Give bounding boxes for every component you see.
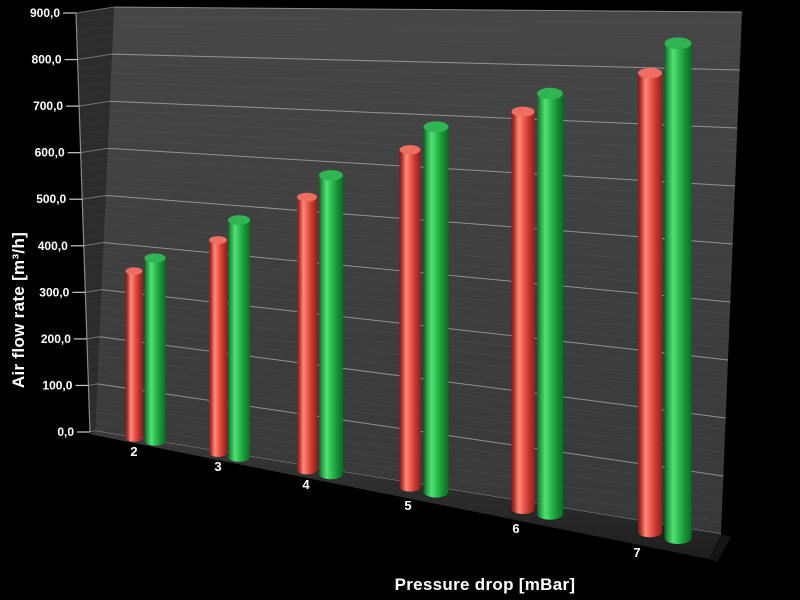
bar-green-6 (537, 87, 563, 520)
bar-green-4 (319, 170, 343, 480)
floor-right-cap (709, 534, 731, 562)
y-axis-line (75, 12, 91, 433)
bar-green-7 (664, 37, 692, 544)
y-tick-label: 400,0 (38, 239, 68, 253)
x-category-labels: 2 3 4 5 6 7 (130, 444, 640, 560)
bar-red-7 (638, 67, 662, 538)
bar-red-6 (511, 106, 535, 515)
x-axis-title: Pressure drop [mBar] (394, 575, 576, 594)
bar-red-5 (399, 145, 421, 492)
bar-red-4 (297, 192, 317, 475)
y-tick-label: 100,0 (42, 378, 72, 392)
y-axis-ticks: 0,0 100,0 200,0 300,0 400,0 500,0 600,0 700,0 80… (30, 6, 90, 439)
y-tick-label: 600,0 (35, 146, 65, 160)
y-axis-title: Air flow rate [m³/h] (9, 231, 28, 389)
floor (89, 431, 721, 559)
bar-red-2 (125, 267, 143, 442)
x-category-label: 5 (404, 498, 411, 513)
x-category-label: 2 (130, 444, 137, 459)
x-category-label: 6 (512, 521, 519, 536)
x-category-label: 3 (214, 459, 221, 474)
bar-green-5 (423, 121, 449, 498)
left-wall (76, 7, 114, 432)
y-tick-label: 200,0 (41, 332, 71, 346)
y-tick-label: 800,0 (32, 53, 62, 67)
bar-red-3 (209, 236, 227, 457)
y-tick-label: 700,0 (33, 99, 63, 113)
x-category-label: 4 (302, 477, 310, 492)
x-category-label: 7 (633, 545, 640, 560)
bar-green-3 (228, 215, 250, 462)
y-tick-label: 0,0 (57, 425, 74, 439)
y-tick-label: 300,0 (39, 285, 69, 299)
y-tick-label: 500,0 (36, 192, 66, 206)
y-tick-label: 900,0 (30, 6, 60, 20)
bar-green-2 (144, 253, 166, 446)
